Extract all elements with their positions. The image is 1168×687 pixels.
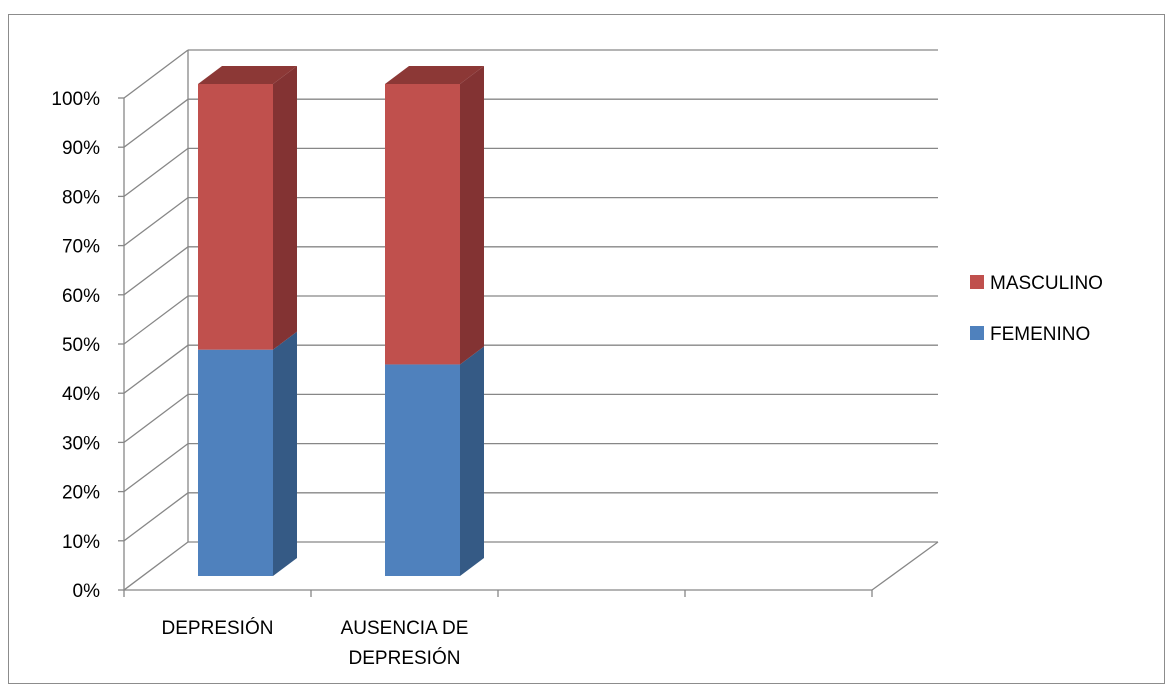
chart-frame [8,14,1165,684]
legend-label-femenino: FEMENINO [990,324,1090,345]
side-gridline [123,147,189,197]
bar-top-masculino [385,66,484,84]
x-category-label: AUSENCIA DE DEPRESIÓN [341,618,469,669]
side-gridline [123,197,189,247]
bar-segment-femenino [385,364,460,576]
side-gridline [123,49,189,99]
legend-swatch-masculino [970,275,984,289]
y-tick-label: 30% [62,433,100,454]
y-tick-label: 20% [62,483,100,504]
bar-side-femenino [273,331,297,576]
chart-legend: MASCULINO FEMENINO [970,273,1103,345]
bar-segment-masculino [385,84,460,365]
chart-grid [123,49,939,591]
y-tick-label: 0% [73,581,101,602]
side-gridline [123,541,189,591]
side-gridline [123,344,189,394]
side-gridline [123,295,189,345]
x-axis-categories: DEPRESIÓN AUSENCIA DE DEPRESIÓN [162,617,469,669]
floor-edge [871,541,939,591]
bar-side-masculino [460,66,484,365]
y-tick-label: 10% [62,532,100,553]
y-tick-label: 50% [62,335,100,356]
y-tick-label: 80% [62,187,100,208]
bar-side-masculino [273,66,297,350]
y-tick-label: 100% [51,89,100,110]
y-tick-label: 60% [62,286,100,307]
side-gridline [123,246,189,296]
bar-top-masculino [198,66,297,84]
chart-bars [198,66,484,576]
side-gridline [123,492,189,542]
side-gridline [123,393,189,443]
bar-segment-masculino [198,84,273,350]
x-category-label: DEPRESIÓN [162,617,274,639]
side-gridline [123,443,189,493]
legend-swatch-femenino [970,326,984,340]
bar-segment-femenino [198,349,273,576]
y-tick-label: 70% [62,237,100,258]
y-axis-ticks: 0% 10% 20% 30% 40% 50% 60% 70% 80% 90% 100% [51,89,100,602]
y-tick-label: 90% [62,138,100,159]
bar-side-femenino [460,346,484,576]
legend-label-masculino: MASCULINO [990,273,1103,294]
side-gridline [123,98,189,148]
chart-axes [118,97,873,597]
y-tick-label: 40% [62,384,100,405]
